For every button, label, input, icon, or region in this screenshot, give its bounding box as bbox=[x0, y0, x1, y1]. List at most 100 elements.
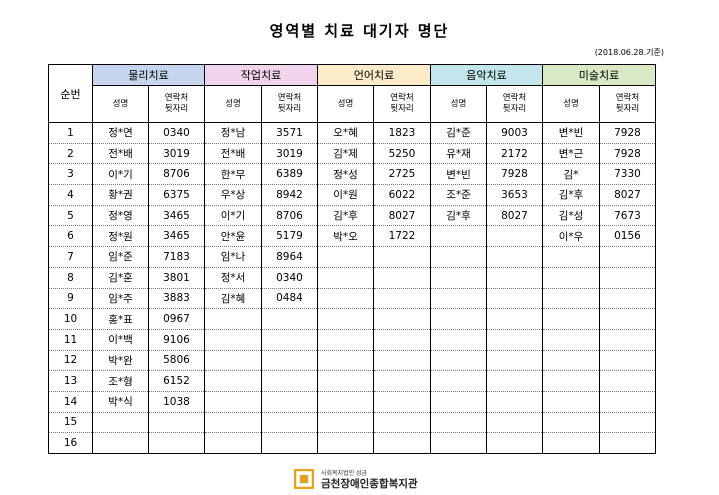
contact-digits bbox=[486, 390, 543, 413]
contact-digits bbox=[599, 308, 656, 330]
contact-digits bbox=[486, 266, 543, 289]
patient-name bbox=[430, 390, 487, 413]
contact-digits: 6389 bbox=[261, 163, 318, 186]
row-number: 13 bbox=[48, 370, 93, 392]
patient-name: 황*권 bbox=[92, 184, 149, 206]
name-subheader: 성명 bbox=[317, 85, 374, 123]
patient-name bbox=[92, 411, 149, 434]
row-number: 3 bbox=[48, 163, 93, 186]
contact-digits: 5806 bbox=[148, 349, 205, 372]
patient-name: 김*제 bbox=[317, 142, 374, 165]
row-number: 16 bbox=[48, 432, 93, 454]
contact-digits bbox=[599, 349, 656, 372]
contact-digits bbox=[599, 432, 656, 454]
org-name: 금천장애인종합복지관 bbox=[321, 478, 418, 490]
contact-subheader: 연락처 뒷자리 bbox=[599, 85, 656, 123]
contact-digits: 3571 bbox=[261, 122, 318, 144]
row-number: 4 bbox=[48, 184, 93, 206]
contact-digits: 0340 bbox=[261, 266, 318, 289]
patient-name bbox=[204, 349, 262, 372]
patient-name: 김*혜 bbox=[204, 287, 262, 310]
patient-name bbox=[204, 390, 262, 413]
row-number: 2 bbox=[48, 142, 93, 165]
patient-name bbox=[92, 432, 149, 454]
table-row: 11 이*백 9106 bbox=[48, 328, 656, 351]
patient-name: 유*재 bbox=[430, 142, 487, 165]
patient-name bbox=[542, 246, 600, 268]
contact-subheader: 연락처 뒷자리 bbox=[261, 85, 318, 123]
row-number: 8 bbox=[48, 266, 93, 289]
patient-name bbox=[542, 370, 600, 392]
contact-digits bbox=[486, 370, 543, 392]
contact-digits: 3465 bbox=[148, 225, 205, 248]
row-number: 5 bbox=[48, 204, 93, 227]
patient-name bbox=[430, 432, 487, 454]
table-row: 8 김*훈 3801 정*서 0340 bbox=[48, 266, 656, 289]
name-subheader: 성명 bbox=[430, 85, 487, 123]
patient-name bbox=[204, 328, 262, 351]
contact-digits: 7928 bbox=[599, 142, 656, 165]
contact-digits: 7183 bbox=[148, 246, 205, 268]
contact-digits: 8964 bbox=[261, 246, 318, 268]
table-row: 13 조*형 6152 bbox=[48, 370, 656, 392]
contact-digits bbox=[486, 411, 543, 434]
contact-digits bbox=[599, 266, 656, 289]
patient-name bbox=[542, 287, 600, 310]
patient-name: 김* bbox=[542, 163, 600, 186]
table-row: 12 박*완 5806 bbox=[48, 349, 656, 372]
contact-digits bbox=[373, 349, 431, 372]
table-row: 5 정*영 3465 이*기 8706 김*후 8027 김*후 8027 김*성 7673 bbox=[48, 204, 656, 227]
org-logo: 사회복지법인 성금 금천장애인종합복지관 bbox=[294, 468, 430, 490]
contact-digits: 8027 bbox=[599, 184, 656, 206]
patient-name: 김*후 bbox=[317, 204, 374, 227]
therapy-header: 언어치료 bbox=[317, 64, 431, 86]
patient-name bbox=[542, 390, 600, 413]
patient-name bbox=[317, 328, 374, 351]
patient-name: 이*원 bbox=[317, 184, 374, 206]
therapy-header: 미술치료 bbox=[542, 64, 656, 86]
table-row: 15 bbox=[48, 411, 656, 434]
patient-name: 정*성 bbox=[317, 163, 374, 186]
contact-digits bbox=[599, 328, 656, 351]
patient-name: 정*영 bbox=[92, 204, 149, 227]
patient-name: 김*후 bbox=[430, 204, 487, 227]
patient-name: 변*근 bbox=[542, 142, 600, 165]
contact-digits: 3653 bbox=[486, 184, 543, 206]
contact-subheader: 연락처 뒷자리 bbox=[148, 85, 205, 123]
patient-name bbox=[430, 266, 487, 289]
patient-name: 이*우 bbox=[542, 225, 600, 248]
row-number: 1 bbox=[48, 122, 93, 144]
contact-digits bbox=[373, 432, 431, 454]
patient-name bbox=[542, 432, 600, 454]
contact-digits bbox=[373, 287, 431, 310]
row-number: 12 bbox=[48, 349, 93, 372]
patient-name bbox=[430, 308, 487, 330]
contact-digits bbox=[373, 370, 431, 392]
row-number: 7 bbox=[48, 246, 93, 268]
waitlist-table: 순번 물리치료 작업치료 언어치료 음악치료 미술치료 성명 연락처 뒷자리 성명 연락처 뒷자리… bbox=[48, 64, 656, 454]
patient-name: 전*배 bbox=[204, 142, 262, 165]
contact-digits bbox=[261, 390, 318, 413]
patient-name bbox=[542, 328, 600, 351]
patient-name: 홍*표 bbox=[92, 308, 149, 330]
contact-digits: 6022 bbox=[373, 184, 431, 206]
contact-digits: 5250 bbox=[373, 142, 431, 165]
contact-digits: 3465 bbox=[148, 204, 205, 227]
contact-digits: 6375 bbox=[148, 184, 205, 206]
contact-digits: 8706 bbox=[148, 163, 205, 186]
contact-subheader: 연락처 뒷자리 bbox=[373, 85, 431, 123]
patient-name: 안*윤 bbox=[204, 225, 262, 248]
contact-digits bbox=[599, 287, 656, 310]
patient-name bbox=[317, 390, 374, 413]
contact-digits bbox=[373, 246, 431, 268]
patient-name: 오*혜 bbox=[317, 122, 374, 144]
table-row: 2 전*배 3019 전*배 3019 김*제 5250 유*재 2172 변*근 7928 bbox=[48, 142, 656, 165]
contact-digits: 3883 bbox=[148, 287, 205, 310]
row-number: 6 bbox=[48, 225, 93, 248]
org-small-text: 사회복지법인 성금 bbox=[321, 470, 368, 477]
contact-digits: 6152 bbox=[148, 370, 205, 392]
therapy-header: 음악치료 bbox=[430, 64, 543, 86]
table-row: 16 bbox=[48, 432, 656, 454]
patient-name bbox=[204, 411, 262, 434]
patient-name: 전*배 bbox=[92, 142, 149, 165]
